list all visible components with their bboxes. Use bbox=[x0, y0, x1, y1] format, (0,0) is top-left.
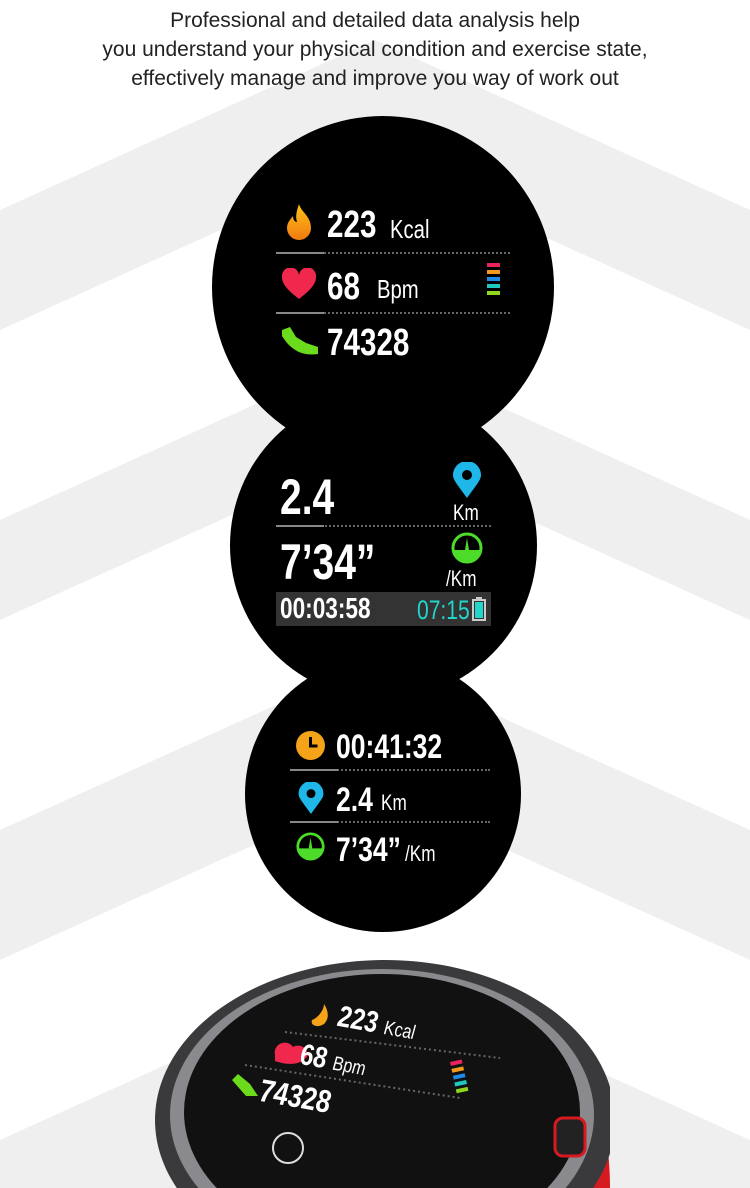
divider bbox=[276, 525, 491, 527]
divider bbox=[290, 769, 490, 771]
shoe-icon bbox=[282, 327, 318, 355]
pace-value: 7’34” bbox=[280, 534, 376, 590]
distance-unit: Km bbox=[453, 500, 479, 525]
status-bar bbox=[276, 592, 491, 626]
divider bbox=[290, 821, 490, 823]
duration-value: 00:41:32 bbox=[336, 728, 443, 766]
watch-calories-value: 223 bbox=[336, 1000, 380, 1040]
heart-rate-value: 68 bbox=[327, 266, 360, 308]
summary-distance-value: 2.4 bbox=[336, 781, 373, 819]
distance-value: 2.4 bbox=[280, 469, 335, 525]
clock-icon bbox=[296, 731, 325, 760]
watch-calories-unit: Kcal bbox=[382, 1017, 417, 1045]
summary-distance-unit: Km bbox=[381, 790, 407, 815]
heart-rate-zone-bar bbox=[487, 284, 500, 288]
summary-pace-unit: /Km bbox=[405, 841, 436, 866]
heart-rate-zone-bar bbox=[487, 263, 500, 267]
location-pin-icon bbox=[298, 782, 324, 814]
speedometer-icon bbox=[296, 832, 325, 861]
speedometer-icon bbox=[451, 532, 483, 564]
heart-rate-zone-bar bbox=[487, 277, 500, 281]
watch-heart-rate-value: 68 bbox=[298, 1038, 329, 1076]
calories-value: 223 bbox=[327, 204, 377, 246]
heart-icon bbox=[282, 268, 316, 299]
clock-time: 07:15 bbox=[417, 595, 470, 625]
heart-rate-unit: Bpm bbox=[377, 274, 419, 304]
caption-line: Professional and detailed data analysis … bbox=[170, 9, 580, 32]
divider bbox=[276, 312, 510, 314]
calories-unit: Kcal bbox=[390, 214, 430, 244]
battery-icon bbox=[472, 597, 486, 621]
steps-value: 74328 bbox=[327, 322, 410, 364]
elapsed-time: 00:03:58 bbox=[280, 593, 371, 625]
caption: Professional and detailed data analysis … bbox=[0, 6, 750, 93]
divider bbox=[276, 252, 510, 254]
heart-rate-zone-bar bbox=[487, 291, 500, 295]
watch-photo bbox=[155, 960, 610, 1188]
location-pin-icon bbox=[453, 462, 481, 498]
heart-rate-zone-bars bbox=[487, 263, 500, 298]
caption-line: you understand your physical condition a… bbox=[102, 38, 648, 61]
watch-heart-rate-unit: Bpm bbox=[331, 1052, 367, 1081]
screen-summary bbox=[245, 656, 521, 932]
caption-line: effectively manage and improve you way o… bbox=[131, 67, 619, 90]
screen-run bbox=[230, 392, 537, 699]
pace-unit: /Km bbox=[446, 566, 477, 591]
heart-rate-zone-bar bbox=[487, 270, 500, 274]
summary-pace-value: 7’34” bbox=[336, 831, 401, 869]
flame-icon bbox=[287, 204, 311, 240]
